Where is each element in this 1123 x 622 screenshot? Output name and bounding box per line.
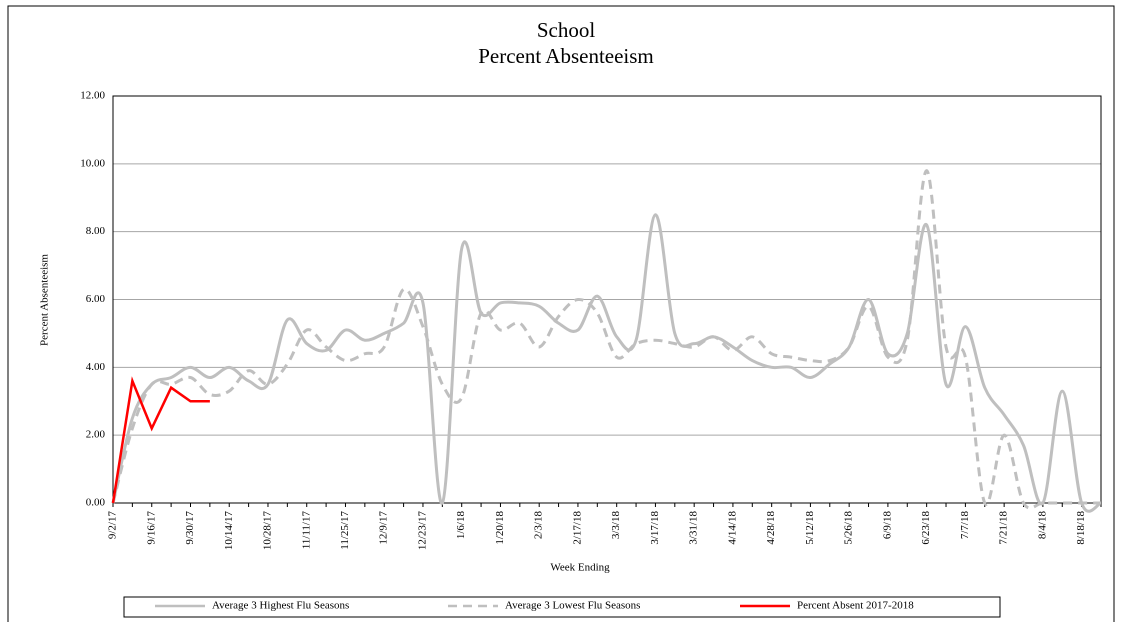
legend-label: Average 3 Lowest Flu Seasons <box>505 600 640 612</box>
chart-subtitle: Percent Absenteeism <box>478 44 654 68</box>
x-tick-label: 9/16/17 <box>145 511 157 545</box>
x-tick-label: 11/11/17 <box>300 511 312 550</box>
y-tick-label: 6.00 <box>86 293 106 305</box>
plot-frame <box>112 95 1102 504</box>
x-tick-label: 12/9/17 <box>378 511 390 545</box>
x-tick-label: 7/21/18 <box>998 511 1010 545</box>
x-tick-label: 1/20/18 <box>494 511 506 545</box>
x-tick-label: 6/23/18 <box>920 511 932 545</box>
x-tick-label: 1/6/18 <box>455 511 467 540</box>
series-line <box>111 169 1101 510</box>
x-tick-label: 7/7/18 <box>959 511 971 540</box>
x-axis-label: Week Ending <box>550 562 610 574</box>
x-tick-label: 2/17/18 <box>571 511 583 545</box>
legend-label: Average 3 Highest Flu Seasons <box>212 600 349 612</box>
x-tick-label: 8/4/18 <box>1036 511 1048 540</box>
x-tick-label: 10/28/17 <box>262 511 274 551</box>
x-tick-label: 5/26/18 <box>843 511 855 545</box>
chart-border <box>7 5 1115 622</box>
x-tick-label: 2/3/18 <box>533 511 545 540</box>
x-tick-label: 11/25/17 <box>339 511 351 550</box>
x-tick-label: 3/3/18 <box>610 511 622 540</box>
y-tick-label: 2.00 <box>86 429 106 441</box>
y-axis-label: Percent Absenteeism <box>39 254 51 346</box>
legend-box <box>123 596 1001 618</box>
x-tick-label: 3/31/18 <box>688 511 700 545</box>
x-tick-label: 4/28/18 <box>765 511 777 545</box>
y-tick-label: 10.00 <box>80 157 105 169</box>
x-tick-label: 9/2/17 <box>107 511 119 540</box>
series-line <box>111 376 210 504</box>
x-tick-label: 4/14/18 <box>726 511 738 545</box>
y-tick-label: 0.00 <box>86 497 106 509</box>
x-tick-label: 5/12/18 <box>804 511 816 545</box>
legend-label: Percent Absent 2017-2018 <box>797 600 914 612</box>
y-tick-label: 12.00 <box>80 90 105 102</box>
y-tick-label: 8.00 <box>86 225 106 237</box>
x-tick-label: 9/30/17 <box>184 511 196 545</box>
x-tick-label: 6/9/18 <box>881 511 893 540</box>
x-tick-label: 12/23/17 <box>416 511 428 551</box>
x-tick-label: 10/14/17 <box>223 511 235 551</box>
x-tick-label: 3/17/18 <box>649 511 661 545</box>
chart-title: School <box>537 18 596 42</box>
series-line <box>111 213 1102 513</box>
x-tick-label: 8/18/18 <box>1075 511 1087 545</box>
y-tick-label: 4.00 <box>86 361 106 373</box>
